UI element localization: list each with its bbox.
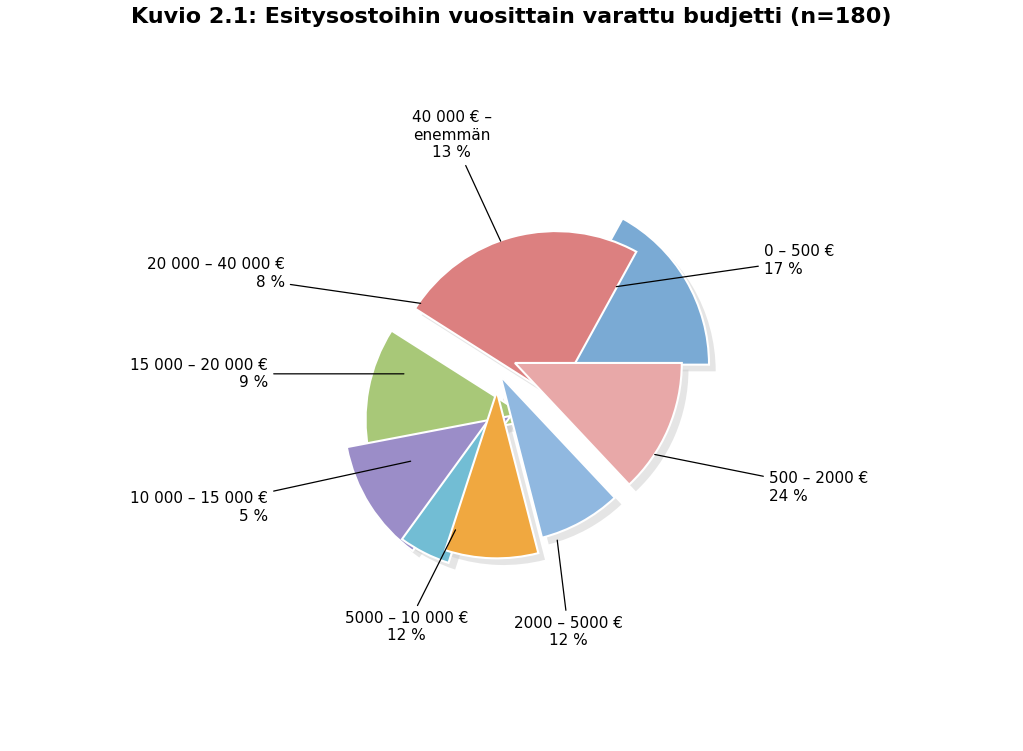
Wedge shape	[347, 416, 510, 551]
Text: 500 – 2000 €
24 %: 500 – 2000 € 24 %	[655, 454, 869, 503]
Text: 15 000 – 20 000 €
9 %: 15 000 – 20 000 € 9 %	[130, 357, 404, 390]
Wedge shape	[372, 337, 539, 458]
Wedge shape	[507, 383, 621, 544]
Title: Kuvio 2.1: Esitysostoihin vuosittain varattu budjetti (n=180): Kuvio 2.1: Esitysostoihin vuosittain var…	[131, 7, 892, 26]
Wedge shape	[445, 391, 538, 558]
Wedge shape	[415, 231, 636, 398]
Wedge shape	[542, 219, 709, 365]
Wedge shape	[515, 363, 681, 484]
Wedge shape	[402, 404, 500, 563]
Wedge shape	[548, 225, 716, 371]
Text: 2000 – 5000 €
12 %: 2000 – 5000 € 12 %	[515, 540, 623, 648]
Wedge shape	[354, 423, 518, 557]
Wedge shape	[500, 376, 615, 538]
Text: 20 000 – 40 000 €
8 %: 20 000 – 40 000 € 8 %	[147, 258, 420, 303]
Text: 40 000 € –
enemmän
13 %: 40 000 € – enemmän 13 %	[411, 110, 500, 241]
Wedge shape	[365, 330, 533, 451]
Text: 0 – 500 €
17 %: 0 – 500 € 17 %	[617, 244, 834, 287]
Wedge shape	[408, 411, 506, 569]
Text: 10 000 – 15 000 €
5 %: 10 000 – 15 000 € 5 %	[130, 461, 410, 523]
Wedge shape	[522, 369, 688, 491]
Wedge shape	[452, 398, 545, 565]
Wedge shape	[421, 238, 643, 405]
Text: 5000 – 10 000 €
12 %: 5000 – 10 000 € 12 %	[345, 530, 469, 643]
